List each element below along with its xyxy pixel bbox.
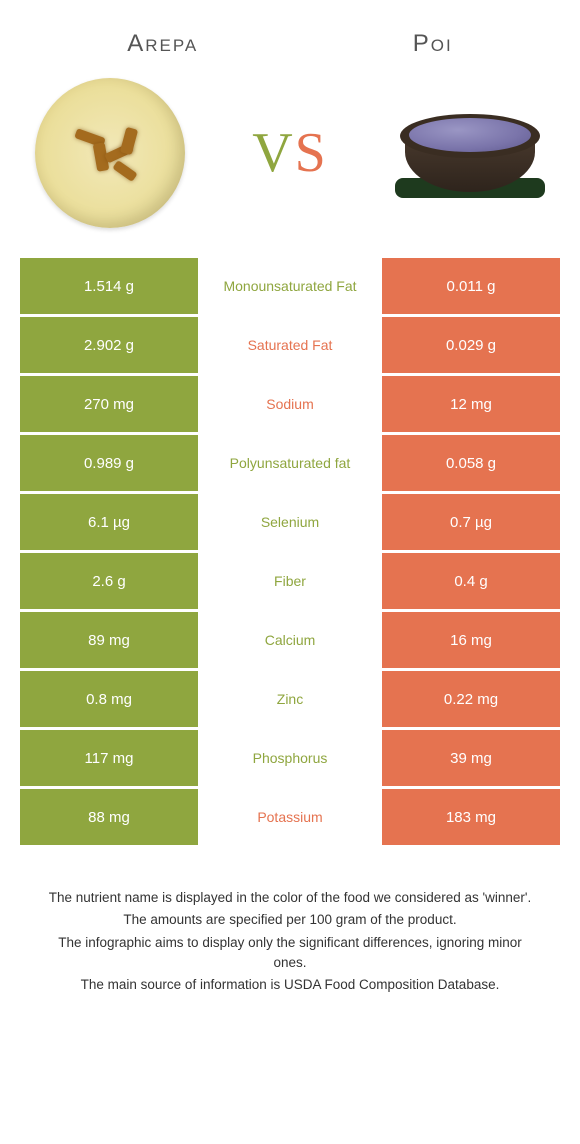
nutrient-label: Polyunsaturated fat [201,435,379,491]
value-left: 1.514 g [20,258,198,314]
vs-v: V [252,122,294,184]
value-left: 88 mg [20,789,198,845]
table-row: 0.989 gPolyunsaturated fat0.058 g [20,435,560,491]
nutrient-label: Potassium [201,789,379,845]
value-right: 0.7 µg [382,494,560,550]
value-left: 2.6 g [20,553,198,609]
vs-label: VS [252,121,328,185]
table-row: 2.6 gFiber0.4 g [20,553,560,609]
value-right: 12 mg [382,376,560,432]
nutrient-label: Sodium [201,376,379,432]
value-left: 6.1 µg [20,494,198,550]
nutrient-label: Zinc [201,671,379,727]
value-right: 16 mg [382,612,560,668]
table-row: 89 mgCalcium16 mg [20,612,560,668]
arepa-icon [35,78,185,228]
infographic-root: Arepa Poi VS 1.514 gMonounsaturated Fat0… [0,0,580,995]
nutrient-label: Calcium [201,612,379,668]
value-right: 0.029 g [382,317,560,373]
value-right: 39 mg [382,730,560,786]
value-left: 89 mg [20,612,198,668]
table-row: 117 mgPhosphorus39 mg [20,730,560,786]
table-row: 88 mgPotassium183 mg [20,789,560,845]
footnote-line: The nutrient name is displayed in the co… [40,888,540,908]
nutrient-label: Monounsaturated Fat [201,258,379,314]
value-right: 0.058 g [382,435,560,491]
nutrient-label: Fiber [201,553,379,609]
nutrient-label: Saturated Fat [201,317,379,373]
vs-s: S [295,122,328,184]
value-left: 270 mg [20,376,198,432]
value-left: 0.8 mg [20,671,198,727]
value-right: 0.4 g [382,553,560,609]
footnotes: The nutrient name is displayed in the co… [0,848,580,995]
table-row: 0.8 mgZinc0.22 mg [20,671,560,727]
title-right: Poi [413,30,453,58]
poi-icon [395,108,545,198]
value-left: 117 mg [20,730,198,786]
comparison-table: 1.514 gMonounsaturated Fat0.011 g2.902 g… [20,258,560,845]
table-row: 270 mgSodium12 mg [20,376,560,432]
value-right: 0.22 mg [382,671,560,727]
nutrient-label: Selenium [201,494,379,550]
value-left: 2.902 g [20,317,198,373]
value-right: 0.011 g [382,258,560,314]
footnote-line: The main source of information is USDA F… [40,975,540,995]
table-row: 2.902 gSaturated Fat0.029 g [20,317,560,373]
nutrient-label: Phosphorus [201,730,379,786]
value-left: 0.989 g [20,435,198,491]
header: Arepa Poi [0,0,580,68]
images-row: VS [0,68,580,258]
footnote-line: The amounts are specified per 100 gram o… [40,910,540,930]
table-row: 6.1 µgSelenium0.7 µg [20,494,560,550]
value-right: 183 mg [382,789,560,845]
footnote-line: The infographic aims to display only the… [40,933,540,974]
food-image-left [30,78,190,228]
title-left: Arepa [127,30,198,58]
table-row: 1.514 gMonounsaturated Fat0.011 g [20,258,560,314]
food-image-right [390,108,550,198]
